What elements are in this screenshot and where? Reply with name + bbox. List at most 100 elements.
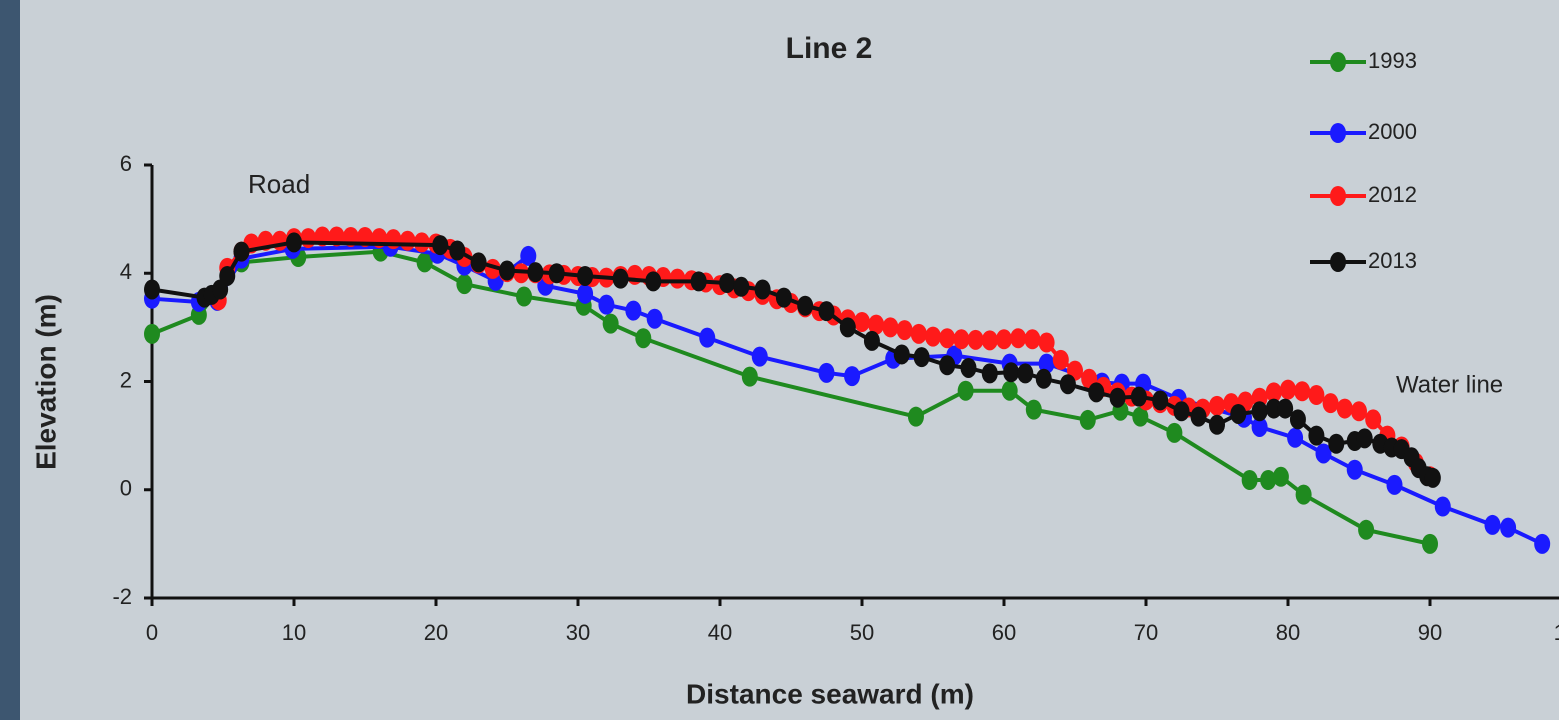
data-point [1534,533,1551,554]
data-point [1315,443,1332,464]
data-point [1003,362,1020,383]
data-point [669,268,686,289]
y-tick-label: -2 [112,584,132,609]
data-point [416,252,433,273]
data-point [1356,428,1373,449]
legend-marker [1330,186,1346,206]
annotation: Water line [1396,371,1503,398]
data-point [868,314,885,335]
data-point [1024,329,1041,350]
data-point [1358,519,1375,540]
data-point [1059,374,1076,395]
data-point [1386,474,1403,495]
annotation: Road [248,169,310,199]
data-point [690,271,707,292]
data-point [981,330,998,351]
data-point [1088,382,1105,403]
data-point [939,355,956,376]
data-point [646,308,663,329]
data-point [1038,332,1055,353]
x-tick-label: 50 [850,620,874,645]
x-tick-label: 80 [1276,620,1300,645]
data-point [612,268,629,289]
data-point [733,276,750,297]
x-tick-label: 60 [992,620,1016,645]
data-point [1241,470,1258,491]
y-tick-label: 0 [120,476,132,501]
x-tick-label: 70 [1134,620,1158,645]
data-point [1001,380,1018,401]
data-point [719,272,736,293]
data-point [1484,514,1501,535]
data-point [1209,395,1225,416]
data-point [1035,368,1052,389]
data-point [219,265,236,286]
data-point [839,317,856,338]
data-point [1308,385,1325,406]
data-point [1308,425,1325,446]
data-point [939,328,956,349]
x-tick-label: 90 [1418,620,1442,645]
data-point [1166,422,1183,443]
data-point [520,245,537,266]
legend-label: 1993 [1368,48,1417,73]
data-point [1109,387,1126,408]
y-axis-label: Elevation (m) [30,294,61,470]
x-tick-label: 0 [146,620,158,645]
data-point [399,230,416,251]
legend-marker [1330,52,1346,72]
data-point [910,323,927,344]
data-point [286,232,302,253]
data-point [996,329,1012,350]
legend-marker [1330,252,1346,272]
side-strip [0,0,20,720]
data-point [577,265,594,286]
data-point [1500,517,1517,538]
data-point [1173,401,1190,422]
series-line [151,240,1434,480]
data-point [893,344,910,365]
data-point [913,347,930,368]
data-point [896,320,913,341]
data-point [499,260,515,281]
data-point [957,380,974,401]
data-point [1328,433,1345,454]
data-point [300,228,317,249]
data-point [1152,390,1169,411]
data-point [470,252,487,273]
data-point [1230,403,1247,424]
x-tick-label: 100 [1554,620,1559,645]
data-point [1209,414,1225,435]
data-point [818,301,835,322]
data-point [1294,381,1311,402]
data-point [882,317,899,338]
data-point [981,363,998,384]
data-point [432,235,449,256]
data-point [967,329,984,350]
series-line [216,234,1432,478]
data-point [1190,406,1207,427]
data-point [751,346,768,367]
data-point [577,283,594,304]
data-point [1251,416,1268,437]
data-point [854,311,870,332]
y-tick-label: 4 [120,259,132,284]
data-point [1251,401,1268,422]
data-point [144,323,160,344]
data-point [925,326,941,347]
data-point [1265,398,1282,419]
data-point [1287,427,1304,448]
legend-label: 2012 [1368,182,1417,207]
data-point [144,279,160,300]
data-point [844,366,861,387]
data-point [1365,409,1382,430]
data-point [1260,470,1277,491]
data-point [598,294,615,315]
data-point [699,327,716,348]
data-point [516,286,533,307]
data-point [1346,459,1363,480]
data-point [1336,398,1353,419]
data-point [548,263,565,284]
